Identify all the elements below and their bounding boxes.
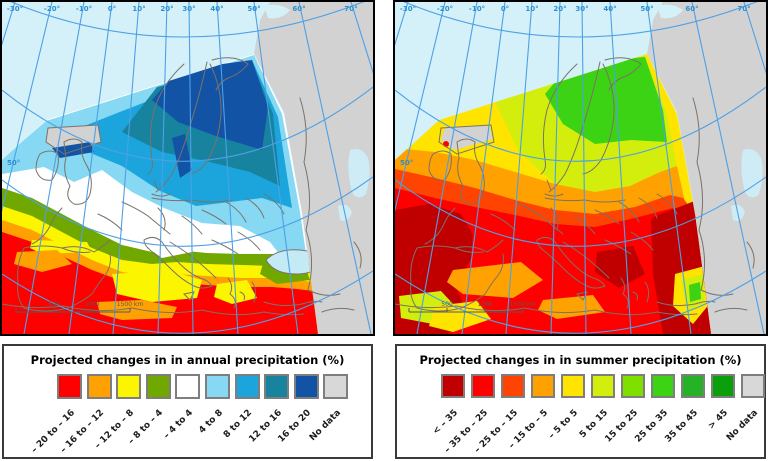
longitude-label: 50° — [247, 5, 260, 13]
legend-swatch — [561, 374, 585, 398]
longitude-label: 70° — [737, 5, 750, 13]
legend-swatch — [57, 374, 82, 399]
longitude-label: 0° — [501, 5, 509, 13]
scalebar-label: 1000 — [84, 301, 99, 308]
latitude-label: 50° — [400, 159, 413, 167]
legend-swatch — [741, 374, 765, 398]
legend-title: Projected changes in in annual precipita… — [30, 353, 345, 367]
legend-swatch — [293, 374, 319, 399]
legend-swatch — [621, 374, 645, 398]
legend-swatch — [205, 374, 230, 399]
legend-swatch — [264, 374, 290, 399]
band-16-to-20 — [152, 60, 268, 150]
longitude-label: -20° — [44, 5, 60, 13]
longitude-label: 20° — [160, 5, 173, 13]
summer-data-region — [395, 54, 711, 334]
map-annual-svg: -30° -20° -10° 0° 10° 20° 30° 40° 50° 60° 70° 50° 50… — [2, 2, 373, 334]
cyprus-green-patch — [689, 282, 701, 302]
baltic-patch — [172, 134, 192, 178]
no-data-region — [254, 2, 373, 334]
legend-swatch — [651, 374, 675, 398]
no-data-region — [647, 2, 766, 334]
longitude-label: 70° — [344, 5, 357, 13]
balkan-dark-red-patch — [595, 246, 645, 288]
scalebar-label: 500 — [48, 301, 60, 308]
longitude-label: -20° — [437, 5, 453, 13]
legend-summer-precipitation: Projected changes in in summer precipita… — [395, 344, 766, 459]
longitude-label: 30° — [182, 5, 195, 13]
legend-swatch — [591, 374, 615, 398]
legend-swatch — [441, 374, 465, 398]
caspian-sea — [348, 149, 370, 198]
scalebar-label: 500 — [441, 301, 453, 308]
legend-swatch — [145, 374, 171, 399]
legend-swatch — [86, 374, 112, 399]
legend-swatch — [116, 374, 142, 399]
longitude-label: 0° — [108, 5, 116, 13]
legend-swatch — [501, 374, 525, 398]
longitude-label: 20° — [553, 5, 566, 13]
longitude-label: 60° — [292, 5, 305, 13]
caspian-sea — [741, 149, 763, 198]
latitude-label: 50° — [7, 159, 20, 167]
legend-swatch — [323, 374, 349, 399]
map-annual-precipitation: -30° -20° -10° 0° 10° 20° 30° 40° 50° 60° 70° 50° 50… — [0, 0, 375, 336]
band-minus20-to-minus16 — [2, 232, 318, 334]
map-summer-precipitation: -30° -20° -10° 0° 10° 20° 30° 40° 50° 60° 70° 50° 50… — [393, 0, 768, 336]
legend-swatch — [711, 374, 735, 398]
longitude-label: -30° — [7, 5, 23, 13]
longitude-label: 10° — [132, 5, 145, 13]
longitude-label: 60° — [685, 5, 698, 13]
scalebar-label: 1500 km — [117, 301, 144, 308]
longitude-label: -10° — [76, 5, 92, 13]
longitude-label: 40° — [603, 5, 616, 13]
legend-annual-precipitation: Projected changes in in annual precipita… — [2, 344, 373, 459]
longitude-label: 40° — [210, 5, 223, 13]
longitude-label: 30° — [575, 5, 588, 13]
legend-swatch — [681, 374, 705, 398]
longitude-label: -10° — [469, 5, 485, 13]
legend-swatch — [531, 374, 555, 398]
longitude-label: 50° — [640, 5, 653, 13]
scalebar-label: 1000 — [477, 301, 492, 308]
legend-title: Projected changes in in summer precipita… — [419, 353, 742, 367]
longitude-label: -30° — [400, 5, 416, 13]
band-15-to-35 — [545, 57, 667, 144]
longitude-label: 10° — [525, 5, 538, 13]
legend-swatch — [175, 374, 201, 399]
map-summer-svg: -30° -20° -10° 0° 10° 20° 30° 40° 50° 60° 70° 50° 50… — [395, 2, 766, 334]
scalebar-label: 1500 km — [510, 301, 537, 308]
legend-swatch — [234, 374, 260, 399]
legend-swatch — [471, 374, 495, 398]
